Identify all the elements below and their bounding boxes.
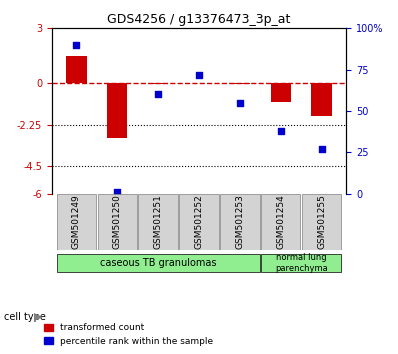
Text: normal lung
parenchyma: normal lung parenchyma <box>275 253 328 273</box>
Legend: transformed count, percentile rank within the sample: transformed count, percentile rank withi… <box>40 320 217 349</box>
Text: GSM501251: GSM501251 <box>154 194 163 249</box>
FancyBboxPatch shape <box>57 194 96 250</box>
Text: GSM501255: GSM501255 <box>317 194 326 249</box>
Point <box>278 128 284 133</box>
FancyBboxPatch shape <box>98 194 137 250</box>
FancyBboxPatch shape <box>302 194 341 250</box>
Text: cell type: cell type <box>4 312 46 322</box>
FancyBboxPatch shape <box>261 194 300 250</box>
Text: GSM501252: GSM501252 <box>195 194 203 249</box>
Text: GSM501253: GSM501253 <box>235 194 244 249</box>
Bar <box>66 56 86 84</box>
Bar <box>107 84 127 138</box>
FancyBboxPatch shape <box>261 254 341 272</box>
Bar <box>189 83 209 84</box>
Point <box>73 42 80 48</box>
Bar <box>312 84 332 116</box>
FancyBboxPatch shape <box>57 254 259 272</box>
FancyBboxPatch shape <box>179 194 219 250</box>
Text: GSM501249: GSM501249 <box>72 194 81 249</box>
Point <box>114 189 120 195</box>
Text: GSM501250: GSM501250 <box>113 194 122 249</box>
Point <box>237 100 243 105</box>
FancyBboxPatch shape <box>220 194 259 250</box>
Text: GSM501254: GSM501254 <box>276 194 285 249</box>
Title: GDS4256 / g13376473_3p_at: GDS4256 / g13376473_3p_at <box>107 13 291 26</box>
Point <box>318 146 325 152</box>
Point <box>155 92 161 97</box>
Text: ▶: ▶ <box>34 312 42 322</box>
FancyBboxPatch shape <box>139 194 178 250</box>
Text: caseous TB granulomas: caseous TB granulomas <box>100 258 217 268</box>
Point <box>196 72 202 78</box>
Bar <box>271 84 291 102</box>
